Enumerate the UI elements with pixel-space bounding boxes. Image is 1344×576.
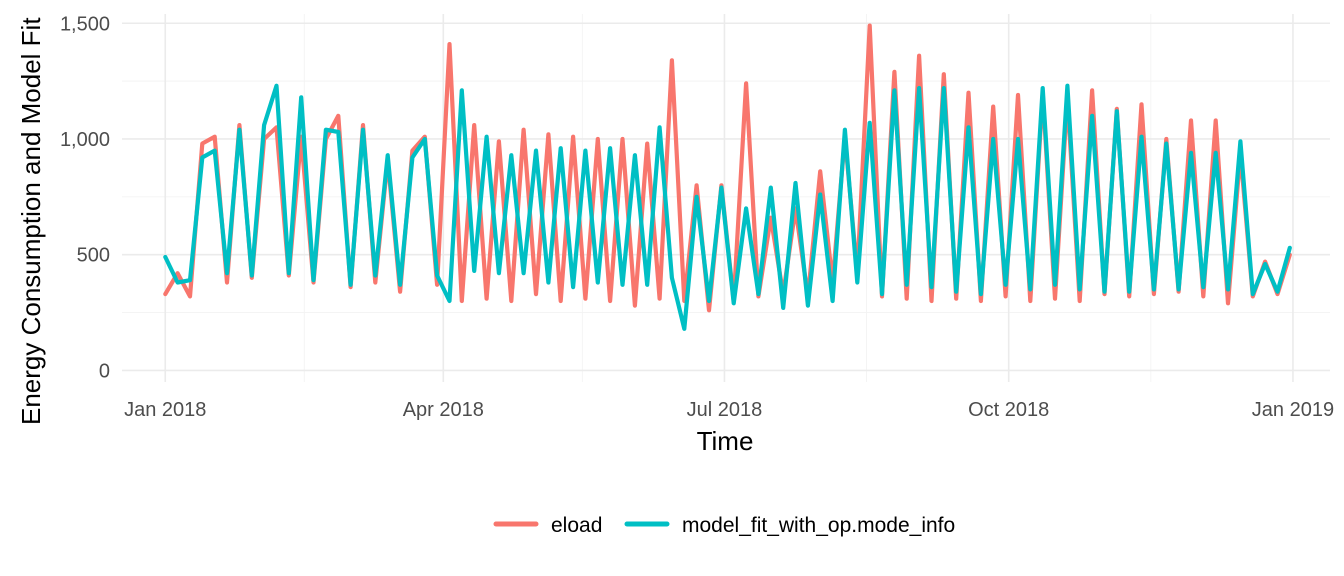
x-tick-label: Apr 2018 (403, 399, 484, 421)
x-tick-label: Oct 2018 (968, 399, 1049, 421)
plot-area (163, 23, 1292, 331)
y-tick-label: 1,500 (60, 13, 110, 35)
x-axis-title: Time (697, 426, 754, 456)
y-tick-label: 500 (77, 245, 110, 267)
y-axis: 0 500 1,000 1,500 (60, 13, 110, 382)
legend: eload model_fit_with_op.mode_info (493, 514, 955, 537)
y-tick-label: 0 (99, 360, 110, 382)
series-line-model-fit (163, 83, 1292, 331)
y-tick-label: 1,000 (60, 129, 110, 151)
x-axis: Jan 2018 Apr 2018 Jul 2018 Oct 2018 Jan 2019 (124, 399, 1334, 421)
x-tick-label: Jan 2019 (1252, 399, 1334, 421)
x-tick-label: Jan 2018 (124, 399, 206, 421)
y-axis-title: Energy Consumption and Model Fit (16, 17, 46, 425)
y-axis-title-clip: Energy Consumption and Model Fit (16, 17, 46, 425)
legend-label-model-fit: model_fit_with_op.mode_info (682, 514, 955, 537)
x-tick-label: Jul 2018 (687, 399, 763, 421)
legend-label-eload: eload (551, 514, 602, 537)
